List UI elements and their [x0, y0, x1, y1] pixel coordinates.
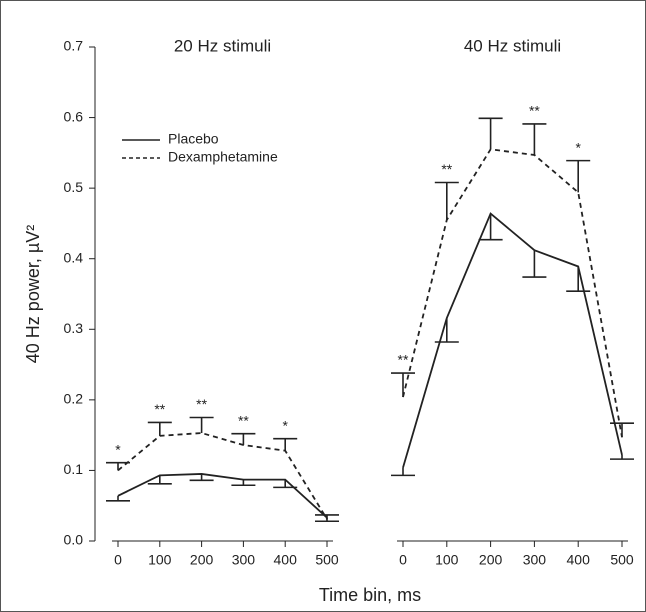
legend-label: Placebo [168, 131, 219, 147]
error-bar [478, 213, 503, 241]
y-tick-label: 0.5 [64, 179, 84, 195]
error-bar [434, 181, 459, 220]
error-bar [273, 479, 298, 489]
significance-marker: ** [238, 412, 249, 428]
x-tick-label: 400 [274, 552, 298, 568]
series-line [402, 148, 623, 438]
x-tick-label: 500 [315, 552, 339, 568]
x-tick-label: 300 [523, 552, 547, 568]
error-bar [522, 123, 547, 155]
x-tick-label: 100 [435, 552, 459, 568]
y-tick-label: 0.2 [64, 391, 84, 407]
y-tick-label: 0.4 [64, 249, 84, 265]
x-tick-label: 0 [114, 552, 122, 568]
significance-marker: ** [154, 401, 165, 417]
error-bar [147, 475, 172, 485]
legend-label: Dexamphetamine [168, 149, 278, 165]
error-bar [391, 372, 415, 398]
x-tick-label: 200 [479, 552, 503, 568]
significance-marker: * [282, 417, 288, 433]
error-bar [106, 495, 130, 502]
error-bar [566, 266, 591, 292]
y-axis-label: 40 Hz power, µV² [23, 225, 43, 363]
x-tick-label: 100 [148, 552, 172, 568]
error-bar [189, 473, 214, 482]
x-tick-label: 500 [610, 552, 634, 568]
x-axis-label: Time bin, ms [319, 585, 421, 605]
significance-marker: ** [441, 161, 452, 177]
significance-marker: ** [529, 103, 540, 119]
series-line [117, 432, 328, 520]
error-bar [391, 467, 415, 477]
x-tick-label: 300 [232, 552, 256, 568]
panel-title: 20 Hz stimuli [174, 36, 271, 55]
y-tick-label: 0.7 [64, 38, 84, 54]
error-bar [610, 454, 634, 460]
error-bar [273, 437, 298, 451]
panel-title: 40 Hz stimuli [464, 36, 561, 55]
significance-marker: ** [196, 396, 207, 412]
y-tick-label: 0.1 [64, 461, 84, 477]
error-bar [434, 317, 459, 343]
error-bar [566, 159, 591, 193]
error-bar [478, 117, 503, 150]
y-tick-label: 0.0 [64, 532, 84, 548]
x-tick-label: 400 [567, 552, 591, 568]
error-bar [231, 432, 256, 446]
error-bar [610, 422, 634, 438]
series-line [117, 473, 328, 519]
significance-marker: * [115, 441, 121, 457]
y-tick-label: 0.3 [64, 320, 84, 336]
x-tick-label: 200 [190, 552, 214, 568]
significance-marker: ** [398, 352, 409, 368]
x-tick-label: 0 [399, 552, 407, 568]
error-bar [189, 416, 214, 434]
error-bar [315, 514, 339, 520]
error-bar [147, 421, 172, 436]
significance-marker: * [575, 139, 581, 155]
series-line [402, 212, 623, 468]
error-bar [106, 461, 130, 471]
y-tick-label: 0.6 [64, 108, 84, 124]
error-bar [231, 479, 256, 487]
error-bar [522, 250, 547, 278]
